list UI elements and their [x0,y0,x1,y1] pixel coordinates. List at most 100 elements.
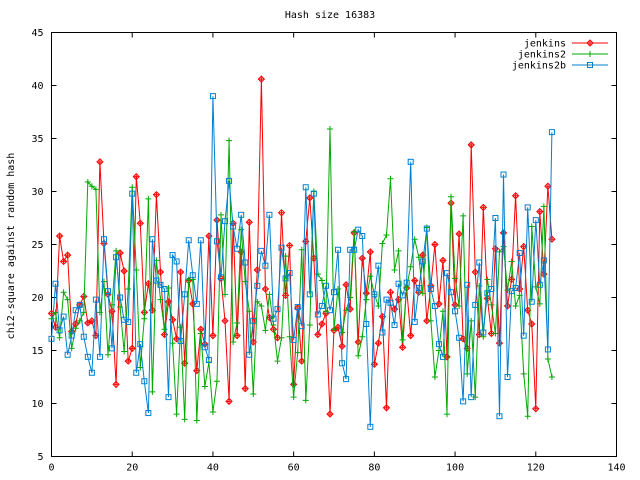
x-tick-label: 100 [446,463,464,474]
legend-label: jenkins2b [512,61,566,72]
data-point [335,246,342,253]
legend-marker [587,62,593,68]
data-point [334,323,342,331]
data-point [419,290,426,297]
data-point [92,296,99,303]
data-point [339,360,346,367]
data-point [471,268,479,276]
data-point [456,334,463,341]
data-point [464,281,471,288]
data-point [56,334,63,341]
x-tick-label: 0 [48,463,54,474]
data-point [524,413,531,420]
series-line-jenkins2 [51,128,553,421]
data-point [452,275,459,282]
data-point [100,278,107,285]
data-point [407,263,414,270]
data-point [415,254,422,261]
data-point [391,266,398,273]
data-point [63,251,72,259]
data-point [125,286,132,293]
y-axis-label: chi2-square against random hash [6,153,17,340]
chart-title: Hash size 16383 [285,10,375,21]
data-point [335,286,342,293]
data-point [331,289,337,296]
data-point [121,348,128,355]
data-point [399,336,406,343]
data-point [282,253,289,260]
data-point [109,345,116,352]
data-point [342,281,350,289]
data-point [347,246,354,253]
data-point [439,256,447,265]
data-point [395,247,402,254]
data-point [64,351,71,358]
data-point [88,183,95,190]
data-point [452,308,459,315]
data-point [476,259,483,266]
data-point [448,193,455,200]
data-point [367,423,374,430]
data-point [261,285,270,293]
data-point [149,388,156,395]
data-point [286,333,293,340]
data-point [504,374,511,380]
data-point [383,296,390,303]
data-point [213,238,220,245]
data-point [363,296,370,303]
data-point [310,190,317,197]
data-point [444,411,450,418]
data-point [444,270,450,277]
data-point [153,277,160,284]
data-point [286,270,293,277]
data-point [500,171,507,178]
data-point [84,178,91,185]
series-line-jenkins2b [51,96,553,427]
data-point [169,252,176,259]
data-point [120,267,128,275]
data-point [177,324,184,331]
data-point [112,380,120,389]
data-point [403,279,410,286]
data-point [213,378,220,385]
data-point [548,129,555,136]
y-tick-label: 30 [31,187,43,198]
data-point [56,327,63,334]
data-point [367,273,374,280]
data-point [326,410,334,418]
data-point [290,336,297,343]
data-point [278,244,285,251]
data-point [448,289,455,296]
data-point [406,331,415,340]
data-point [181,291,188,298]
data-point [520,332,527,339]
data-point [532,217,539,224]
data-point [407,158,414,165]
data-point [76,301,83,308]
data-point [270,315,277,322]
data-point [366,248,375,256]
data-point [145,410,152,417]
data-point [391,322,398,329]
y-tick-label: 10 [31,399,43,410]
data-point [496,248,503,255]
data-point [262,262,269,269]
data-point [117,294,124,301]
data-point [55,232,64,240]
data-point [230,223,237,230]
data-point [241,384,249,393]
data-point [218,274,224,281]
data-point [197,237,204,244]
data-point [128,344,136,353]
data-point [242,259,249,266]
y-tick-label: 35 [31,134,43,145]
data-point [415,284,422,291]
data-point [165,394,172,401]
data-point [225,397,233,406]
x-tick-label: 140 [607,463,625,474]
data-point [226,137,233,144]
y-tick-label: 25 [31,240,43,251]
data-point [173,258,180,265]
data-point [322,308,329,315]
data-point [512,302,519,309]
